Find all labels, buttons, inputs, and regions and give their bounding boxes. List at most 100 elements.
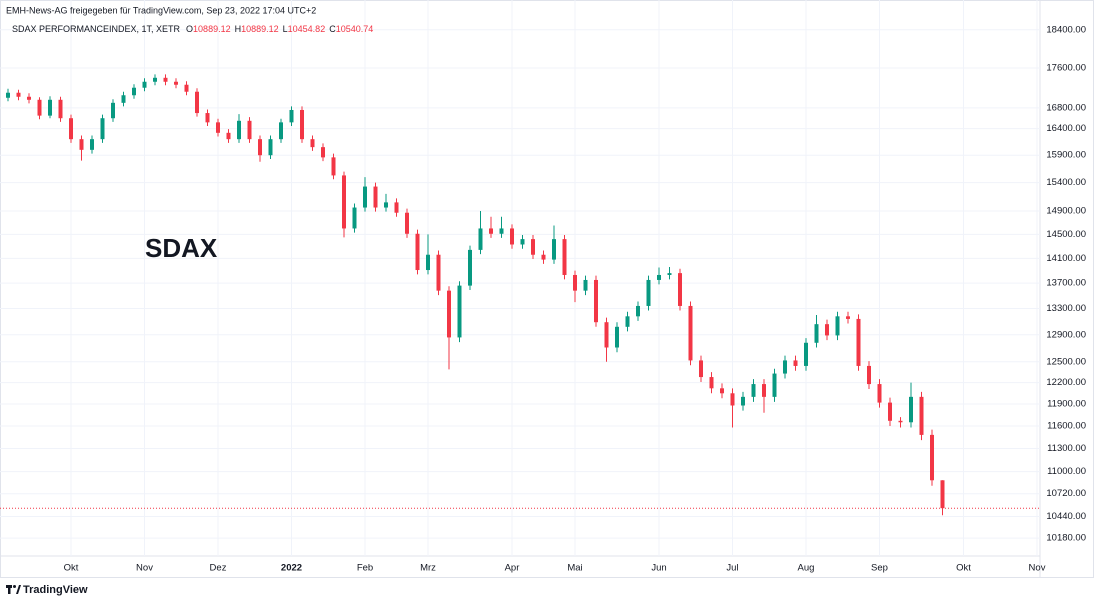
candle-body xyxy=(919,396,924,435)
candle-body xyxy=(804,342,808,366)
x-tick-label: Okt xyxy=(956,563,971,574)
candle-body xyxy=(384,202,388,208)
candle-body xyxy=(300,109,304,140)
candle-body xyxy=(930,434,934,481)
candle-body xyxy=(415,233,420,271)
candle-body xyxy=(216,122,220,133)
candle-body xyxy=(48,99,52,116)
candle-body xyxy=(237,120,241,140)
candle-body xyxy=(510,228,514,245)
candle-body xyxy=(394,202,399,213)
candle-body xyxy=(247,120,252,140)
candle-body xyxy=(310,139,315,148)
candle-body xyxy=(562,239,567,275)
candle-body xyxy=(573,274,577,291)
candle-body xyxy=(90,139,94,150)
l-value: 10454.82 xyxy=(288,24,326,34)
candle-body xyxy=(846,316,850,319)
candle-body xyxy=(468,249,472,286)
candle-body xyxy=(79,139,84,150)
x-tick-label: Nov xyxy=(136,563,153,574)
candle-body xyxy=(762,384,766,397)
candle-body xyxy=(153,77,157,82)
candle-body xyxy=(835,316,840,336)
candle-body xyxy=(436,254,441,291)
candle-body xyxy=(205,113,210,123)
y-tick-label: 16800.00 xyxy=(1046,102,1086,113)
candle-body xyxy=(741,396,745,406)
candle-body xyxy=(27,96,31,100)
x-tick-label: Jun xyxy=(651,563,666,574)
candle-body xyxy=(720,388,724,394)
candle-body xyxy=(426,254,430,271)
h-value: 10889.12 xyxy=(241,24,279,34)
candle-body xyxy=(331,157,336,176)
candle-body xyxy=(478,228,483,250)
y-tick-label: 11300.00 xyxy=(1047,443,1086,454)
x-tick-label: 2022 xyxy=(281,563,302,574)
y-tick-label: 15900.00 xyxy=(1046,150,1086,161)
candle-body xyxy=(163,77,168,82)
candle-body xyxy=(58,99,63,119)
candle-body xyxy=(37,99,42,116)
candle-body xyxy=(541,254,546,260)
candle-body xyxy=(184,84,189,92)
source-line: EMH-News-AG freigegeben für TradingView.… xyxy=(6,5,316,15)
x-tick-label: Feb xyxy=(357,563,373,574)
ohlc-legend: SDAX PERFORMANCEINDEX, 1T, XETR O10889.12… xyxy=(12,24,373,34)
candle-body xyxy=(352,207,357,229)
candle-body xyxy=(867,365,871,385)
x-tick-label: Okt xyxy=(64,563,79,574)
candle-body xyxy=(793,360,798,366)
candle-body xyxy=(520,239,525,245)
y-tick-label: 10440.00 xyxy=(1046,511,1086,522)
candle-body xyxy=(69,118,73,140)
symbol: SDAX PERFORMANCEINDEX, 1T, XETR xyxy=(12,24,181,34)
candle-body xyxy=(195,91,199,114)
candle-body xyxy=(825,324,829,336)
y-tick-label: 13300.00 xyxy=(1046,303,1086,314)
candle-body xyxy=(646,279,651,306)
candle-body xyxy=(688,305,693,361)
y-tick-label: 11600.00 xyxy=(1047,420,1086,431)
candle-body xyxy=(667,273,672,275)
logo xyxy=(6,585,21,594)
candle-body xyxy=(132,87,136,96)
candle-body xyxy=(583,279,588,291)
x-tick-label: Aug xyxy=(798,563,815,574)
candle-body xyxy=(363,186,367,208)
c-label: C xyxy=(329,24,336,34)
x-tick-label: Mai xyxy=(567,563,582,574)
candle-body xyxy=(279,122,283,140)
y-tick-label: 18400.00 xyxy=(1046,24,1086,35)
candle-body xyxy=(940,480,945,509)
candle-body xyxy=(447,290,451,338)
candle-body xyxy=(405,212,409,234)
candle-body xyxy=(111,102,115,119)
candle-body xyxy=(877,384,882,403)
h-label: H xyxy=(235,24,242,34)
candle-body xyxy=(321,147,325,158)
y-tick-label: 14100.00 xyxy=(1046,253,1086,264)
x-tick-label: Mrz xyxy=(420,563,436,574)
candle-body xyxy=(531,239,535,255)
l-label: L xyxy=(283,24,288,34)
candle-body xyxy=(258,139,262,156)
candle-body xyxy=(909,396,913,423)
candle-body xyxy=(898,420,903,423)
y-tick-label: 14900.00 xyxy=(1046,206,1086,217)
candle-body xyxy=(174,81,178,85)
o-label: O xyxy=(186,24,193,34)
candle-body xyxy=(142,81,147,88)
candle-body xyxy=(226,132,231,140)
candle-body xyxy=(373,186,378,208)
x-tick-label: Nov xyxy=(1029,563,1046,574)
y-tick-label: 14500.00 xyxy=(1046,229,1086,240)
c-value: 10540.74 xyxy=(336,24,374,34)
frame xyxy=(0,0,1094,578)
candle-body xyxy=(457,285,462,338)
candle-body xyxy=(6,92,10,98)
y-tick-label: 11900.00 xyxy=(1047,399,1086,410)
y-tick-label: 12200.00 xyxy=(1046,377,1086,388)
o-value: 10889.12 xyxy=(193,24,231,34)
